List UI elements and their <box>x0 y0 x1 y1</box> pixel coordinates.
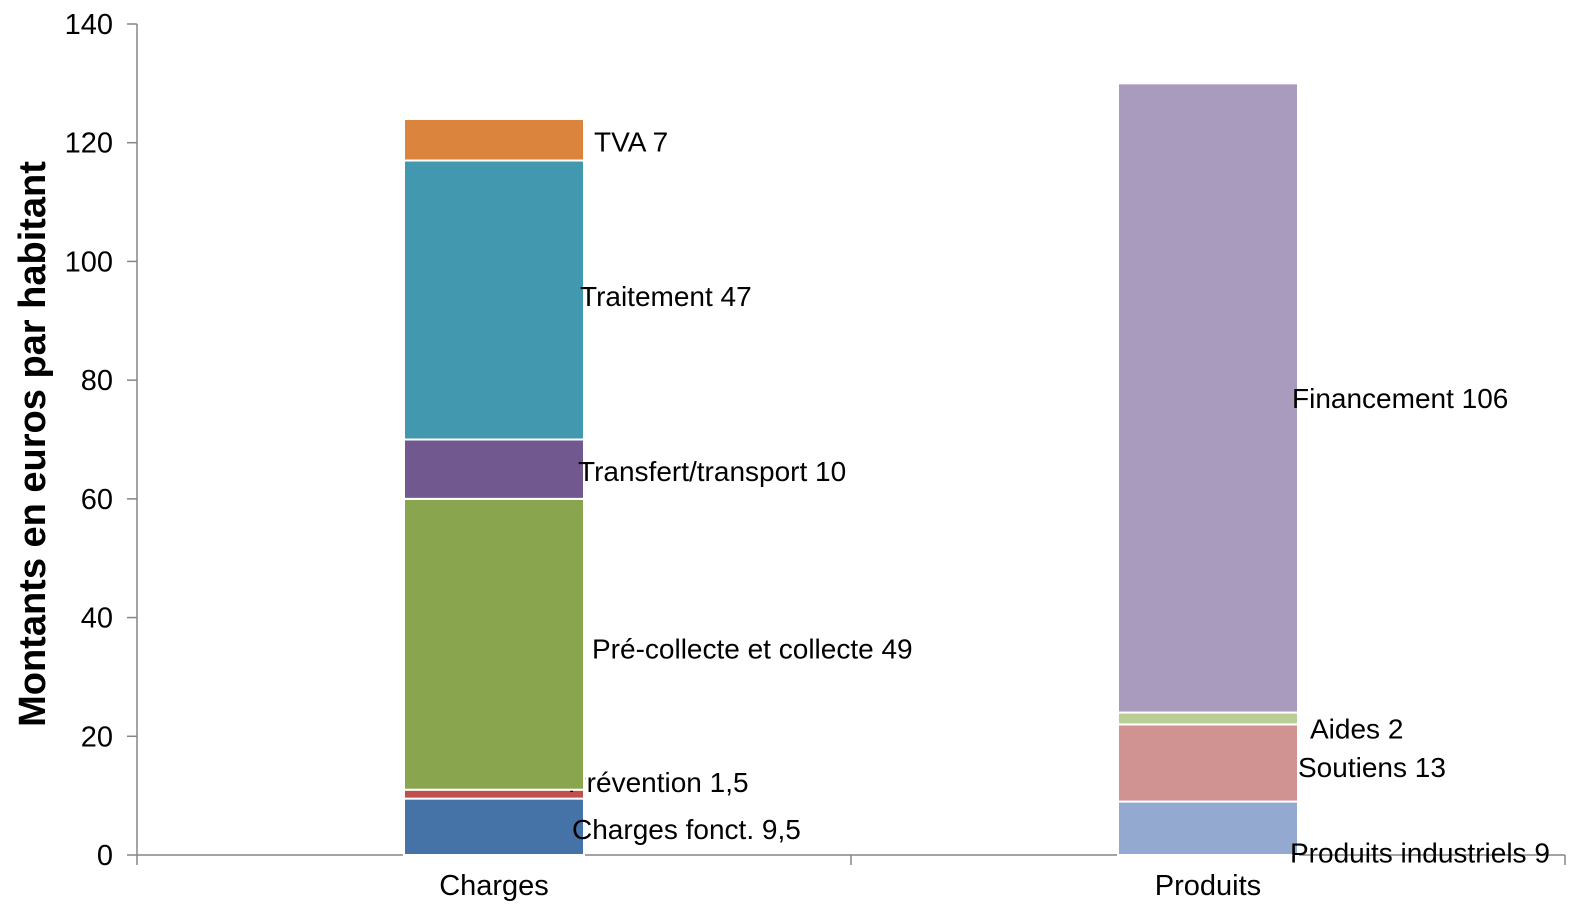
y-tick-label: 100 <box>65 246 113 278</box>
bar-segment <box>403 497 585 791</box>
bar-segment <box>403 797 585 857</box>
y-tick-label: 80 <box>81 365 113 397</box>
y-tick-label: 40 <box>81 603 113 635</box>
plot-area: 0 20 40 60 80 100 120 140 Charges Produits Charges… <box>65 9 1566 902</box>
data-label: Traitement 47 <box>580 281 752 312</box>
y-tick-label: 120 <box>65 128 113 160</box>
data-label: Financement 106 <box>1292 383 1508 414</box>
bar-segment <box>403 159 585 441</box>
bar-segment <box>1117 82 1299 714</box>
data-label: Pré-collecte et collecte 49 <box>592 633 913 664</box>
data-label: Charges fonct. 9,5 <box>572 814 801 845</box>
data-label: Produits industriels 9 <box>1290 837 1550 868</box>
y-tick-label: 20 <box>81 721 113 753</box>
bar-segment <box>403 117 585 162</box>
bar-segment <box>403 788 585 800</box>
data-label: Aides 2 <box>1310 713 1403 744</box>
data-label: Transfert/transport 10 <box>578 456 846 487</box>
bar-segment <box>1117 711 1299 726</box>
y-axis-title: Montants en euros par habitant <box>12 161 54 727</box>
data-label: Prévention 1,5 <box>568 767 749 798</box>
x-category-label: Produits <box>1155 870 1261 902</box>
y-tick-label: 60 <box>81 484 113 516</box>
x-category-label: Charges <box>439 870 549 902</box>
bar-segment <box>403 438 585 500</box>
bar-segment <box>1117 800 1299 856</box>
y-tick-label: 140 <box>65 9 113 41</box>
y-tick-label: 0 <box>97 840 113 872</box>
data-label: TVA 7 <box>594 127 668 158</box>
bar-segment <box>1117 723 1299 803</box>
data-label: Soutiens 13 <box>1298 752 1446 783</box>
